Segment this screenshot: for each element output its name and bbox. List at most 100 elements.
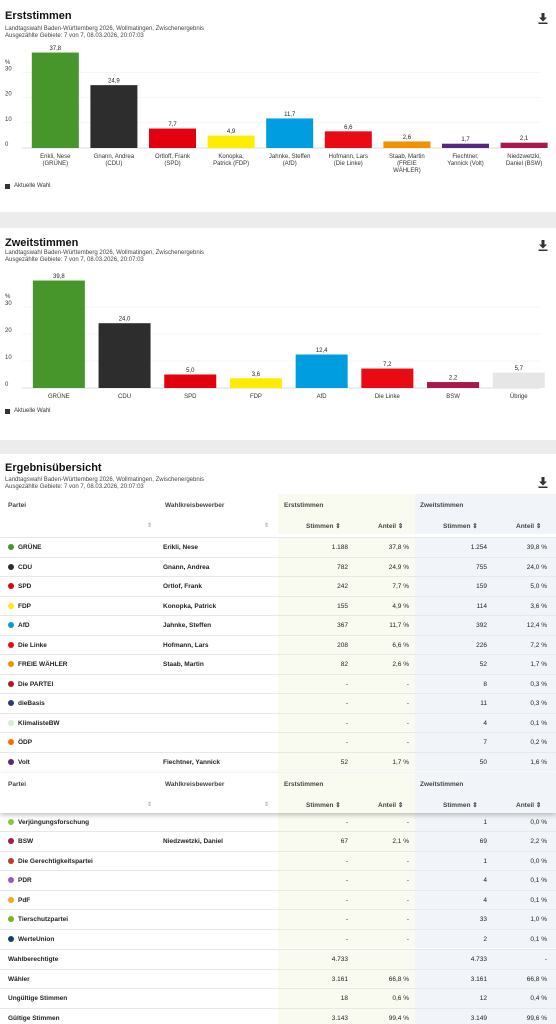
header-wahlkreisbewerber[interactable]: Wahlkreisbewerber (165, 502, 225, 509)
bar (229, 378, 282, 388)
bar (383, 141, 431, 148)
zweit-stimmen: 159 (476, 583, 487, 590)
erst-stimmen: - (345, 739, 348, 746)
sort-icon[interactable]: ⇕ (147, 523, 153, 529)
erst-stimmen: 782 (337, 563, 348, 571)
erst-anteil: 66,8 % (388, 975, 409, 983)
zweit-column-bg (415, 694, 556, 713)
candidate-name: Staab, Martin (163, 661, 204, 668)
zweit-anteil: 0,1 % (530, 896, 547, 904)
sort-icon[interactable]: ⇕ (264, 523, 270, 529)
header-partei[interactable]: Partei (8, 781, 27, 788)
party-name: PdF (18, 896, 31, 904)
zweit-stimmen: 4 (483, 896, 487, 904)
y-tick-label: 20 (5, 328, 12, 334)
header-zweit-stimmen[interactable]: Stimmen ⇕ (443, 802, 478, 809)
erst-column-bg (278, 733, 415, 752)
party-color-dot (8, 719, 14, 726)
party-name: dieBasis (18, 700, 45, 707)
candidate-name: Gnann, Andrea (163, 563, 210, 571)
header-partei[interactable]: Partei (8, 502, 27, 509)
summary-label: Gültige Stimmen (8, 1014, 60, 1022)
erst-column-bg (278, 577, 415, 596)
zweit-column-bg (415, 813, 556, 832)
erst-column-bg (278, 616, 415, 635)
party-name: Verjüngungsforschung (18, 819, 90, 826)
table-row: CDU Gnann, Andrea 782 24,9 % 755 24,0 % (0, 556, 556, 576)
header-zweitstimmen: Zweitstimmen (420, 781, 464, 788)
data-label: 24,0 (119, 317, 131, 323)
bar (31, 52, 79, 148)
bar (98, 323, 151, 388)
sort-icon[interactable]: ⇕ (147, 802, 153, 808)
data-label: 3,6 (252, 372, 261, 378)
erst-anteil: 2,6 % (392, 661, 409, 668)
zweit-anteil: 12,4 % (526, 622, 547, 629)
zweitstimmen-title: Zweitstimmen (5, 237, 79, 249)
erst-stimmen: 52 (340, 758, 348, 766)
candidate-name: Niedzwetzki, Daniel (163, 838, 223, 845)
x-tick-label: Fiechtner, (452, 154, 479, 160)
zweit-anteil: 0,1 % (530, 719, 547, 727)
header-erst-stimmen[interactable]: Stimmen ⇕ (306, 523, 341, 530)
table-row: ÖDP - - 7 0,2 % (0, 732, 556, 752)
x-tick-label: (CDU) (105, 161, 122, 167)
erst-anteil: 7,7 % (392, 583, 409, 590)
header-zweit-stimmen[interactable]: Stimmen ⇕ (443, 523, 478, 530)
table-header: Partei Wahlkreisbewerber Erststimmen Zweits… (0, 494, 556, 534)
zweit-stimmen: 33 (479, 916, 487, 923)
erst-anteil: - (406, 719, 409, 727)
y-tick-label: 20 (5, 92, 12, 98)
zweit-anteil: 99,6 % (526, 1014, 547, 1022)
header-erst-anteil[interactable]: Anteil ⇕ (378, 802, 404, 809)
party-color-dot (8, 563, 14, 570)
zweit-stimmen: 7 (483, 739, 487, 746)
data-label: 39,8 (53, 274, 65, 280)
table-row: Die Gerechtigkeitspartei - - 1 0,0 % (0, 850, 556, 870)
summary-row: Wähler 3.161 66,8 % 3.161 66,8 % (0, 968, 556, 988)
erst-stimmen: - (345, 896, 348, 904)
download-icon[interactable] (538, 477, 548, 488)
party-color-dot (8, 700, 14, 706)
erst-column-bg (278, 1008, 415, 1024)
summary-label: Wahlberechtigte (8, 956, 59, 963)
party-name: Die PARTEI (18, 680, 54, 688)
data-label: 24,9 (108, 79, 120, 85)
table-row: Tierschutzpartei - - 33 1,0 % (0, 909, 556, 929)
data-label: 2,1 (520, 136, 529, 142)
header-zweit-anteil[interactable]: Anteil ⇕ (516, 802, 542, 809)
erst-anteil: 99,4 % (388, 1014, 409, 1022)
bar (427, 382, 480, 388)
header-wahlkreisbewerber[interactable]: Wahlkreisbewerber (165, 781, 225, 788)
x-tick-label: FDP (250, 394, 262, 400)
data-label: 1,7 (461, 137, 470, 143)
results-subtitle: Landtagswahl Baden-Württemberg 2026, Wol… (5, 477, 204, 483)
x-tick-label: Die Linke (375, 394, 401, 400)
erst-anteil: - (406, 935, 409, 943)
table-row: dieBasis - - 11 0,3 % (0, 693, 556, 713)
summary-label: Wähler (8, 975, 30, 983)
zweit-anteil: 0,2 % (530, 739, 547, 746)
erst-stimmen: 208 (337, 641, 348, 649)
download-icon[interactable] (538, 240, 548, 251)
erst-column-bg (278, 557, 415, 576)
zweitstimmen-card: Zweitstimmen Landtagswahl Baden-Württemb… (0, 228, 556, 440)
header-erst-anteil[interactable]: Anteil ⇕ (378, 523, 404, 530)
bar (90, 85, 138, 148)
sort-icon[interactable]: ⇕ (264, 802, 270, 808)
header-zweit-anteil[interactable]: Anteil ⇕ (516, 523, 542, 530)
header-erst-stimmen[interactable]: Stimmen ⇕ (306, 802, 341, 809)
erst-column-bg (278, 773, 415, 813)
zweit-column-bg (415, 1008, 556, 1024)
zweit-stimmen: 8 (483, 680, 487, 688)
download-icon[interactable] (538, 13, 548, 24)
data-label: 5,7 (515, 366, 524, 372)
y-tick-label: 0 (5, 142, 9, 148)
erst-column-bg (278, 851, 415, 870)
zweit-stimmen: 50 (479, 758, 487, 766)
party-name: FDP (18, 602, 31, 610)
data-label: 2,2 (449, 376, 458, 382)
x-tick-label: Hofmann, Lars (329, 154, 368, 160)
erststimmen-title: Erststimmen (5, 10, 72, 22)
erststimmen-legend: Aktuelle Wahl (5, 183, 50, 189)
